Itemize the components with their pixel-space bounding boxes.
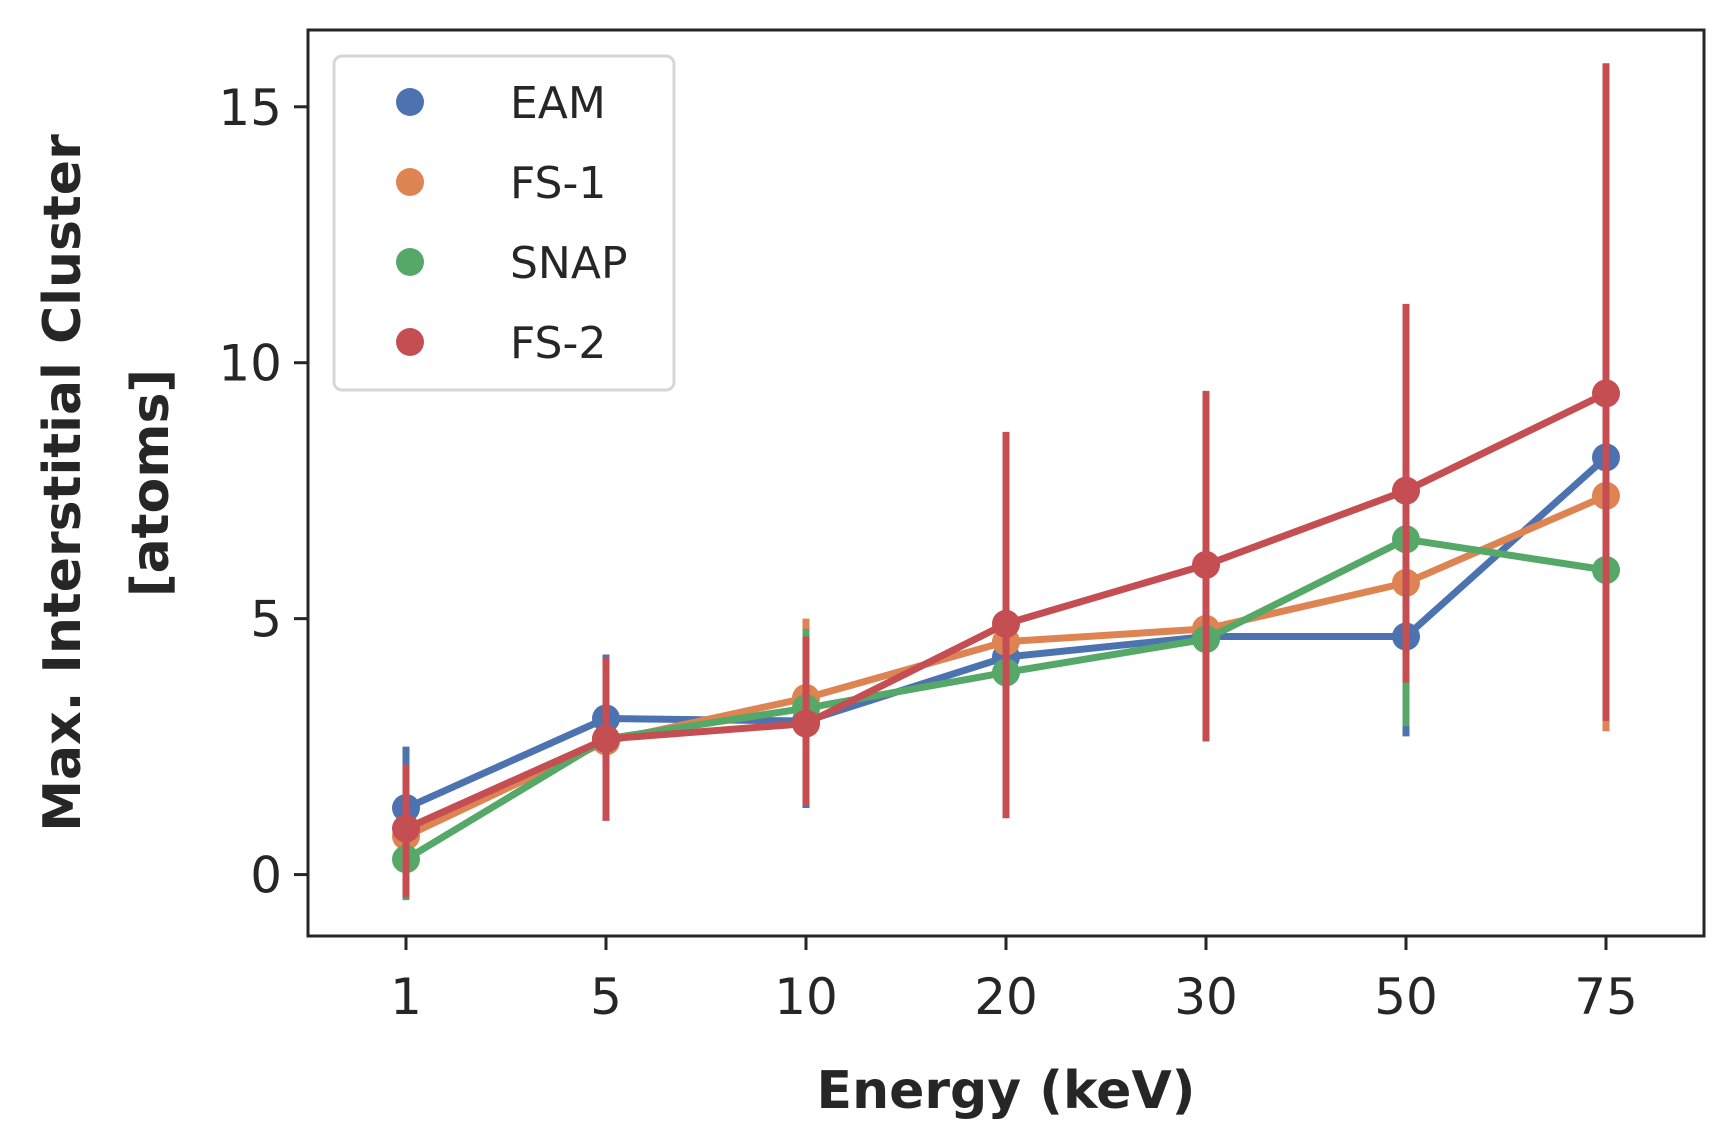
data-point-fs-2-50 (1392, 476, 1420, 505)
data-point-fs-2-5 (592, 724, 620, 753)
x-tick-label-10: 10 (774, 968, 838, 1026)
legend-marker-fs-2 (396, 328, 424, 356)
data-point-fs-2-20 (992, 609, 1020, 638)
x-tick-label-50: 50 (1374, 968, 1438, 1026)
legend-marker-fs-1 (396, 168, 424, 196)
data-point-fs-2-1 (392, 814, 420, 843)
data-point-fs-2-75 (1592, 379, 1620, 408)
x-tick-label-20: 20 (974, 968, 1038, 1026)
y-tick-label-5: 5 (250, 591, 282, 649)
legend-label-fs-2: FS-2 (510, 318, 606, 369)
y-tick-label-10: 10 (218, 335, 282, 393)
y-tick-label-15: 15 (218, 79, 282, 137)
legend-marker-snap (396, 248, 424, 276)
legend-label-fs-1: FS-1 (510, 158, 606, 209)
legend: EAM FS-1 SNAP FS-2 (332, 54, 676, 392)
legend-label-eam: EAM (510, 78, 606, 129)
legend-marker-eam (396, 88, 424, 116)
y-axis-label-line-2: [atoms] (121, 369, 181, 597)
legend-label-snap: SNAP (510, 238, 627, 289)
series-fs-2 (392, 63, 1620, 898)
x-axis-label: Energy (keV) (817, 1061, 1196, 1121)
x-tick-label-1: 1 (390, 968, 422, 1026)
x-tick-label-5: 5 (590, 968, 622, 1026)
legend-box (332, 54, 676, 392)
y-tick-label-0: 0 (250, 847, 282, 905)
y-axis-label-line-1: Max. Interstitial Cluster (33, 134, 93, 832)
x-tick-label-30: 30 (1174, 968, 1238, 1026)
data-point-fs-2-10 (792, 709, 820, 738)
data-point-fs-2-30 (1192, 550, 1220, 579)
x-tick-label-75: 75 (1574, 968, 1638, 1026)
plot-area (392, 63, 1620, 901)
